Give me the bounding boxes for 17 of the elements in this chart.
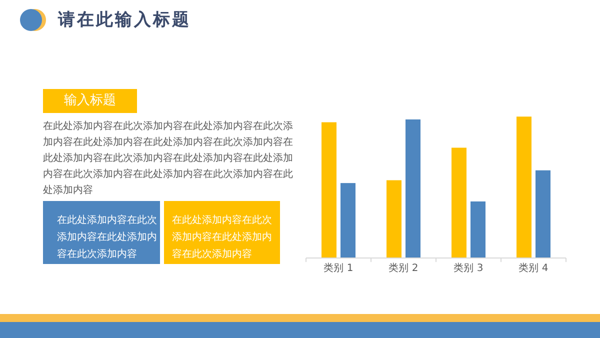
- x-tick-label: 类别 4: [518, 262, 548, 274]
- text: 在此处添加内容在此次添加内容在此处添加内容在此次添加内容: [43, 201, 160, 264]
- bar: [536, 170, 550, 258]
- bar: [406, 119, 420, 258]
- text: 输入标题: [43, 89, 137, 113]
- text: 在此处添加内容在此次添加内容在此处添加内容在此次添加内容在此处添加内容在此处添加内容在此次添加内容在此处添加内容在此次添加内容在此处添加内容在此处添加内容在此次添加内容在此处添加内容在此次添加内容在此处添加内容: [43, 120, 294, 198]
- x-tick-label: 类别 1: [324, 262, 354, 274]
- bar: [340, 183, 356, 258]
- bar: [386, 180, 402, 258]
- text: 请在此输入标题: [58, 9, 191, 31]
- x-tick-label: 类别 2: [388, 262, 418, 274]
- bar: [322, 122, 336, 258]
- x-tick-label: 类别 3: [454, 262, 484, 274]
- text: 在此处添加内容在此次添加内容在此处添加内容在此次添加内容: [164, 201, 280, 264]
- bar: [470, 201, 486, 258]
- bar: [516, 116, 532, 258]
- bar: [452, 148, 466, 258]
